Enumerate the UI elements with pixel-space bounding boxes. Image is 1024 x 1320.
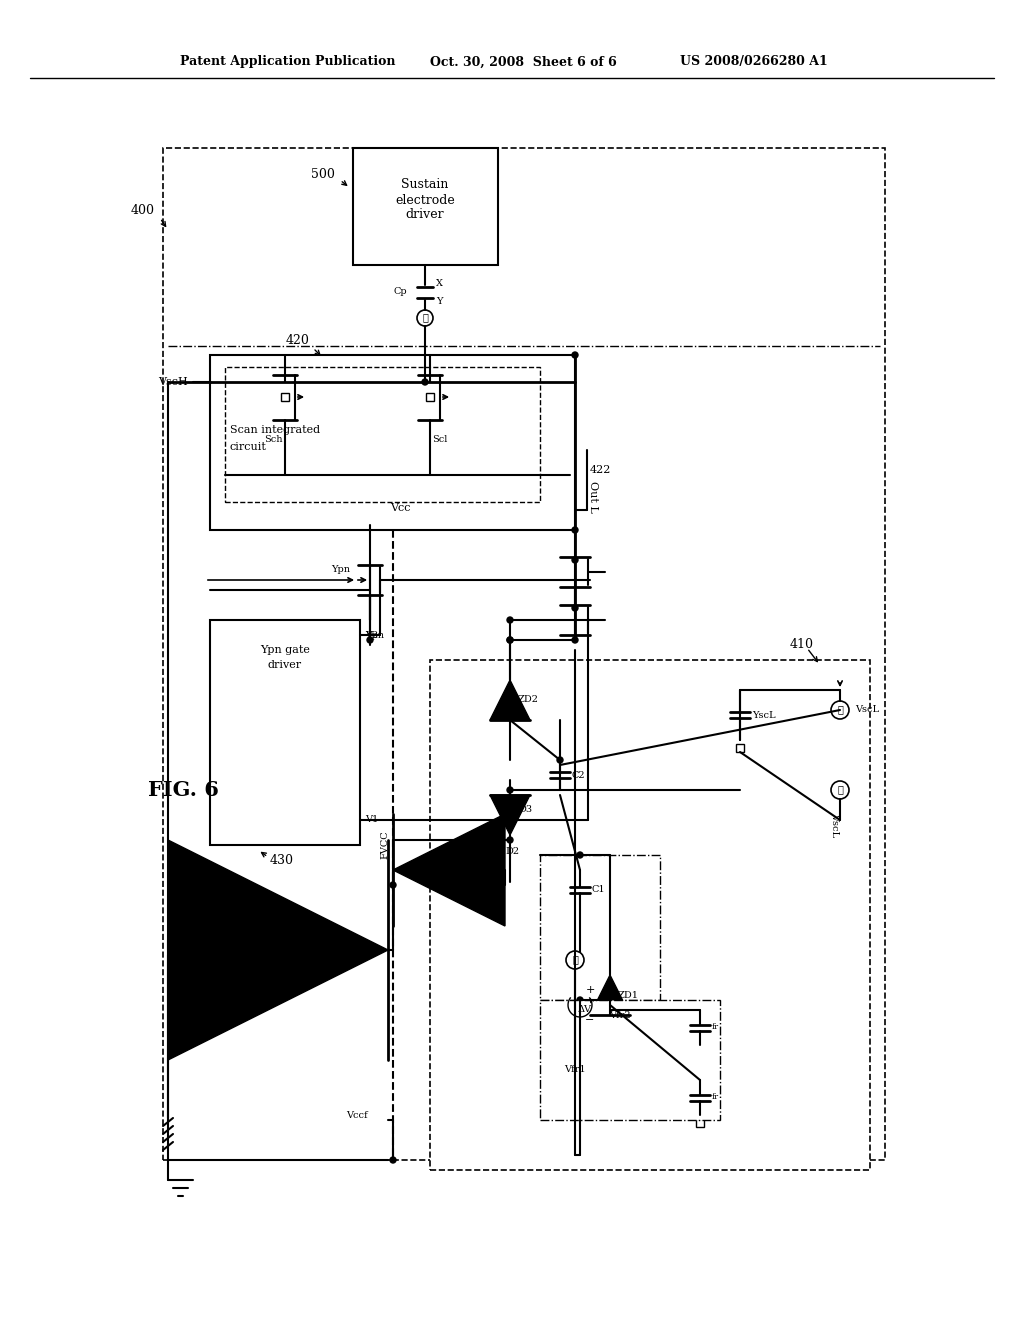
Text: V2: V2: [365, 631, 378, 639]
Text: C1: C1: [592, 886, 605, 895]
Bar: [430, 660, 870, 1170]
Text: 420: 420: [286, 334, 310, 346]
Bar: [696, 1119, 705, 1127]
Polygon shape: [590, 975, 630, 1015]
Text: Ypn gate: Ypn gate: [260, 645, 310, 655]
Circle shape: [507, 787, 513, 793]
Text: 500: 500: [311, 169, 335, 181]
Bar: [426, 393, 434, 401]
Text: Scl: Scl: [432, 436, 447, 445]
Bar: [163, 148, 885, 1160]
Text: ZD1: ZD1: [618, 990, 639, 999]
Polygon shape: [490, 795, 530, 836]
Text: V1: V1: [365, 816, 378, 825]
Text: D1: D1: [176, 931, 190, 940]
Circle shape: [577, 997, 583, 1003]
Text: Sustain: Sustain: [401, 178, 449, 191]
Circle shape: [572, 352, 578, 358]
Text: driver: driver: [268, 660, 302, 671]
Text: fr: fr: [712, 1093, 719, 1101]
Polygon shape: [490, 680, 530, 719]
Text: VscH: VscH: [159, 378, 188, 387]
Text: +: +: [586, 985, 595, 995]
Circle shape: [572, 527, 578, 533]
Text: 422: 422: [590, 465, 611, 475]
Text: Patent Application Publication: Patent Application Publication: [180, 55, 395, 69]
Text: −: −: [586, 1015, 595, 1026]
Text: Out L: Out L: [588, 480, 598, 513]
Text: 410: 410: [790, 639, 814, 652]
Text: Oct. 30, 2008  Sheet 6 of 6: Oct. 30, 2008 Sheet 6 of 6: [430, 55, 616, 69]
Circle shape: [507, 638, 513, 643]
Circle shape: [572, 605, 578, 611]
Circle shape: [390, 882, 396, 888]
Text: D3: D3: [518, 805, 532, 814]
Circle shape: [557, 756, 563, 763]
Text: Sch: Sch: [264, 436, 283, 445]
Text: D2: D2: [505, 847, 519, 857]
Text: C2: C2: [572, 771, 586, 780]
Text: electrode: electrode: [395, 194, 455, 206]
Text: Vcc: Vcc: [390, 503, 411, 513]
Text: ZD2: ZD2: [518, 696, 539, 705]
Circle shape: [507, 616, 513, 623]
Text: Vfr2: Vfr2: [609, 1011, 631, 1019]
Bar: [696, 1049, 705, 1057]
Circle shape: [572, 557, 578, 564]
Polygon shape: [168, 840, 388, 1060]
Text: ③: ③: [422, 314, 428, 322]
Text: Cp: Cp: [393, 288, 407, 297]
Bar: [353, 148, 498, 265]
Text: Vfr1: Vfr1: [564, 1065, 586, 1074]
Text: Ypn: Ypn: [366, 631, 384, 639]
Text: Scan integrated: Scan integrated: [230, 425, 321, 436]
Text: US 2008/0266280 A1: US 2008/0266280 A1: [680, 55, 827, 69]
Polygon shape: [393, 814, 505, 927]
Bar: [210, 355, 575, 531]
Bar: [225, 367, 540, 502]
Bar: [736, 744, 744, 752]
Circle shape: [422, 379, 428, 385]
Bar: [540, 1001, 720, 1119]
Text: Ypn: Ypn: [331, 565, 350, 574]
Text: 430: 430: [270, 854, 294, 866]
Bar: [210, 620, 360, 845]
Text: fr: fr: [712, 1023, 719, 1031]
Text: X: X: [435, 279, 442, 288]
Text: ①: ①: [837, 705, 843, 714]
Text: Vccf: Vccf: [346, 1110, 368, 1119]
Text: FIG. 6: FIG. 6: [148, 780, 219, 800]
Text: ④: ④: [572, 956, 578, 965]
Text: ②: ②: [837, 785, 843, 795]
Text: VscL: VscL: [830, 813, 840, 837]
Text: VscL: VscL: [855, 705, 880, 714]
Text: 400: 400: [131, 203, 155, 216]
Text: circuit: circuit: [230, 442, 267, 451]
Text: FVCC: FVCC: [381, 830, 389, 859]
Text: Y: Y: [436, 297, 442, 306]
Text: YscL: YscL: [752, 710, 775, 719]
Text: driver: driver: [406, 209, 444, 222]
Bar: [540, 855, 660, 1001]
Circle shape: [507, 837, 513, 843]
Circle shape: [390, 1158, 396, 1163]
Bar: [281, 393, 289, 401]
Text: ΔV: ΔV: [578, 1006, 592, 1015]
Circle shape: [367, 638, 373, 643]
Circle shape: [577, 851, 583, 858]
Circle shape: [507, 638, 513, 643]
Circle shape: [572, 638, 578, 643]
